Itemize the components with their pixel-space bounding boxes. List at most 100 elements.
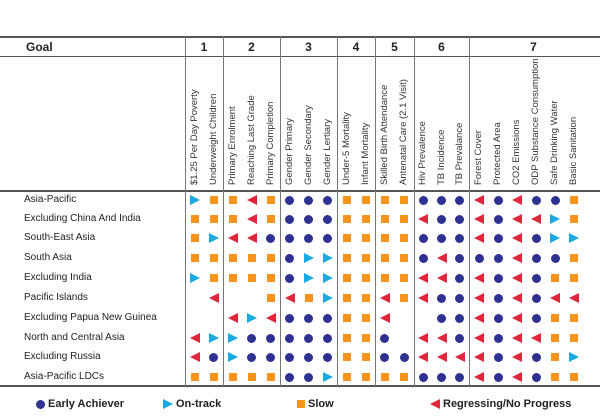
early-achiever-marker [285,214,294,224]
regressing-marker [208,293,219,303]
early-achiever-marker [323,233,332,243]
regressing-marker [418,352,429,362]
slow-marker [342,373,351,381]
goal-header: Goal [26,40,53,54]
early-achiever-marker [531,273,541,283]
slow-marker [190,234,199,242]
slow-marker [247,373,256,381]
on-track-marker [322,273,333,283]
regressing-marker [284,293,295,303]
early-achiever-marker [493,372,503,382]
early-achiever-marker [493,333,503,343]
on-track-marker [322,372,333,382]
early-achiever-marker [380,333,390,343]
early-achiever-marker [323,313,332,323]
regressing-marker [550,293,560,303]
regressing-marker [474,333,484,343]
slow-marker [209,373,218,381]
goal-divider [280,37,281,386]
slow-marker [342,196,351,204]
early-achiever-marker [266,333,275,343]
legend-label: Slow [308,398,334,410]
region-label: Excluding China And India [24,213,141,224]
goal-number: 5 [391,40,398,54]
slow-marker [342,234,351,242]
slow-marker [190,254,199,262]
regressing-marker [474,273,484,283]
slow-marker [551,314,559,322]
slow-marker [400,294,409,302]
on-track-marker [227,333,238,343]
early-achiever-marker [455,293,465,303]
regressing-marker [569,293,579,303]
indicator-label: TB Prevalance [453,122,465,185]
slow-marker [400,254,409,262]
early-achiever-marker [285,313,294,323]
early-achiever-marker [247,352,256,362]
column-header-rule [0,190,600,192]
indicator-label: Antenatal Care (2.1 Visit) [398,79,410,185]
early-achiever-marker [531,195,541,205]
slow-marker [570,314,578,322]
early-achiever-marker [285,333,294,343]
on-track-marker [569,233,579,243]
goal-number: 6 [438,40,445,54]
slow-marker [551,353,559,361]
slow-marker [400,274,409,282]
early-achiever-marker [437,313,446,323]
goal-number: 7 [530,40,537,54]
early-achiever-marker [266,352,275,362]
early-achiever-marker [455,333,465,343]
slow-marker [570,373,578,381]
indicator-label: Reaching Last Grade [245,95,257,185]
early-achiever-marker [455,253,465,263]
early-achiever-marker [455,313,465,323]
regressing-marker [512,233,522,243]
indicator-label: Protected Area [492,122,503,185]
slow-marker [342,294,351,302]
early-achiever-marker [285,273,294,283]
indicator-label: Under-5 Mortality [340,112,352,185]
indicator-label: Underweight Children [207,93,219,185]
indicator-label: Hiv Prevalence [417,121,429,185]
regressing-marker [246,195,257,205]
regressing-marker [379,293,390,303]
on-track-marker [246,313,257,323]
regressing-marker [265,313,276,323]
slow-marker [209,196,218,204]
regressing-marker [531,333,541,343]
early-achiever-marker [474,253,484,263]
slow-marker [190,215,199,223]
slow-marker [570,274,578,282]
early-achiever-marker [437,293,446,303]
slow-marker [266,274,275,282]
slow-marker [551,334,559,342]
on-track-marker [550,214,560,224]
regressing-marker [474,313,484,323]
regressing-marker [512,195,522,205]
early-achiever-marker [247,333,256,343]
early-achiever-marker [437,214,446,224]
on-track-marker [189,273,200,283]
slow-marker [228,274,237,282]
early-achiever-marker [455,214,465,224]
early-achiever-marker [266,233,275,243]
regressing-marker [246,233,257,243]
regressing-marker [474,352,484,362]
regressing-marker [512,313,522,323]
early-achiever-marker [418,253,428,263]
slow-marker [209,274,218,282]
goal-divider [375,37,376,386]
regressing-marker [474,214,484,224]
region-label: South Asia [24,252,72,263]
regressing-marker [418,214,429,224]
legend-label: On-track [176,398,222,410]
slow-marker [209,215,218,223]
early-achiever-marker [531,313,541,323]
regressing-marker [436,253,447,263]
indicator-label: Primary Completion [264,101,276,185]
goal-divider [185,37,186,386]
early-achiever-marker [304,372,313,382]
regressing-marker [512,253,522,263]
early-achiever-marker [455,233,465,243]
